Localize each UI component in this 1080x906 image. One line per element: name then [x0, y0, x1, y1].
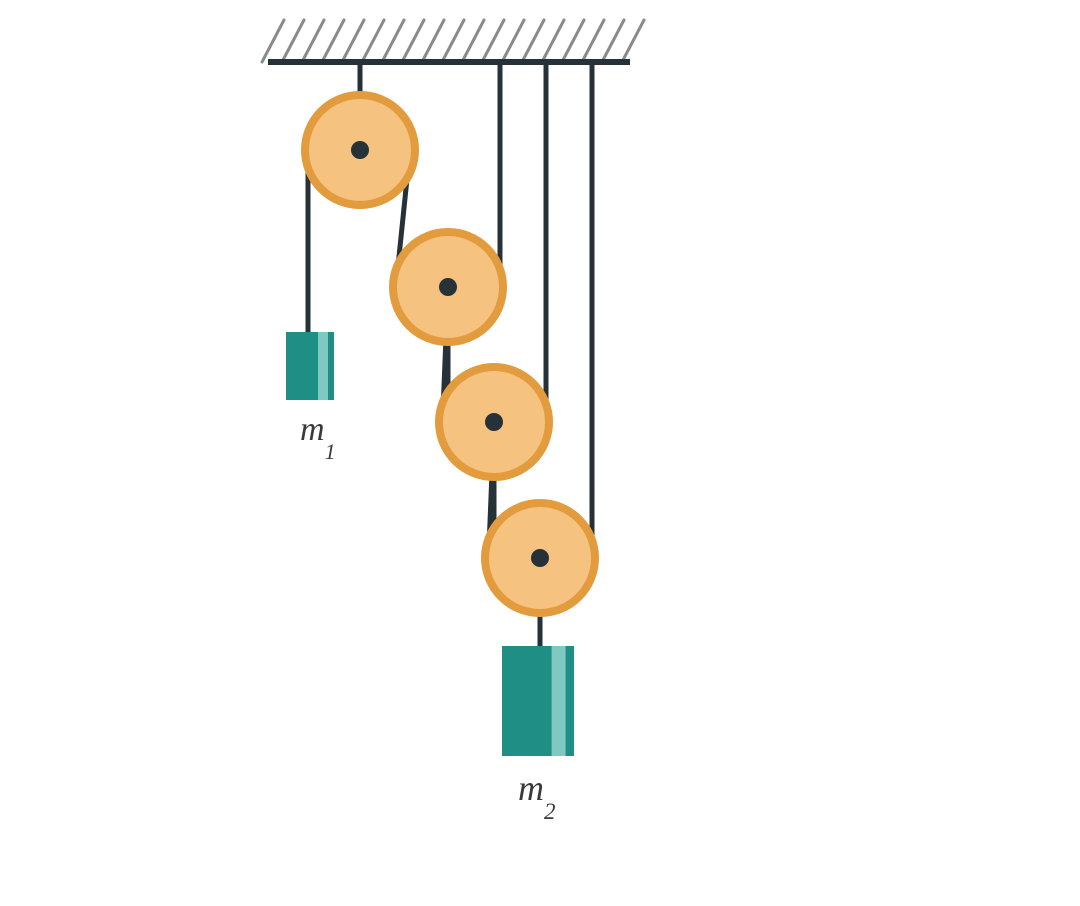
pulley-diagram: m1 m2	[0, 0, 1080, 906]
mass-label-m2: m2	[518, 768, 556, 824]
pulley-p4	[485, 503, 595, 613]
pulley-p2	[393, 232, 503, 342]
ceiling-hatch	[262, 20, 644, 62]
mass-m2: m2	[502, 646, 574, 824]
pulley-p3	[439, 367, 549, 477]
mass-m1: m1	[286, 332, 336, 464]
mass-label-m1: m1	[300, 411, 336, 464]
pulley-p1	[305, 95, 415, 205]
